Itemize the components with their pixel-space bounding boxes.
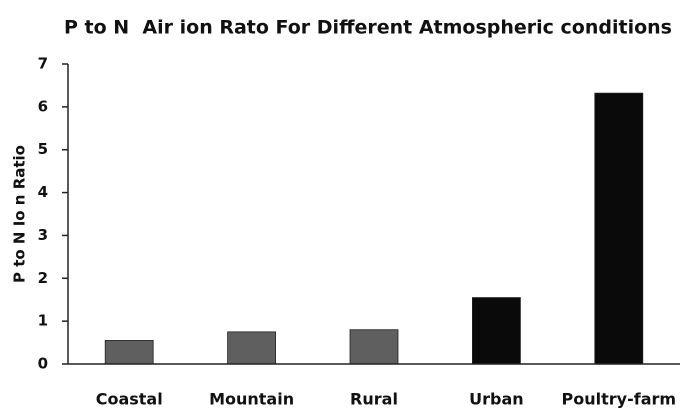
- y-tick-label: 1: [38, 312, 48, 330]
- y-tick-label: 5: [38, 140, 48, 158]
- y-tick-label: 3: [38, 226, 48, 244]
- x-tick-label: Poultry-farm: [562, 390, 677, 409]
- y-axis-label: P to N Io n Ratio: [11, 145, 29, 283]
- y-tick-label: 6: [38, 97, 48, 115]
- y-tick-label: 4: [38, 183, 48, 201]
- x-tick-label: Urban: [469, 390, 524, 409]
- bar: [227, 331, 277, 365]
- bar: [594, 92, 644, 365]
- y-tick-label: 7: [38, 55, 48, 73]
- bar: [104, 340, 154, 365]
- x-tick-label: Mountain: [209, 390, 294, 409]
- x-tick-label: Coastal: [96, 390, 163, 409]
- x-tick-label: Rural: [350, 390, 398, 409]
- chart-title: P to N Air ion Rato For Different Atmosp…: [64, 17, 672, 39]
- bar: [471, 297, 521, 365]
- y-tick-label: 2: [38, 269, 48, 287]
- bar: [349, 329, 399, 365]
- y-tick-label: 0: [38, 355, 48, 373]
